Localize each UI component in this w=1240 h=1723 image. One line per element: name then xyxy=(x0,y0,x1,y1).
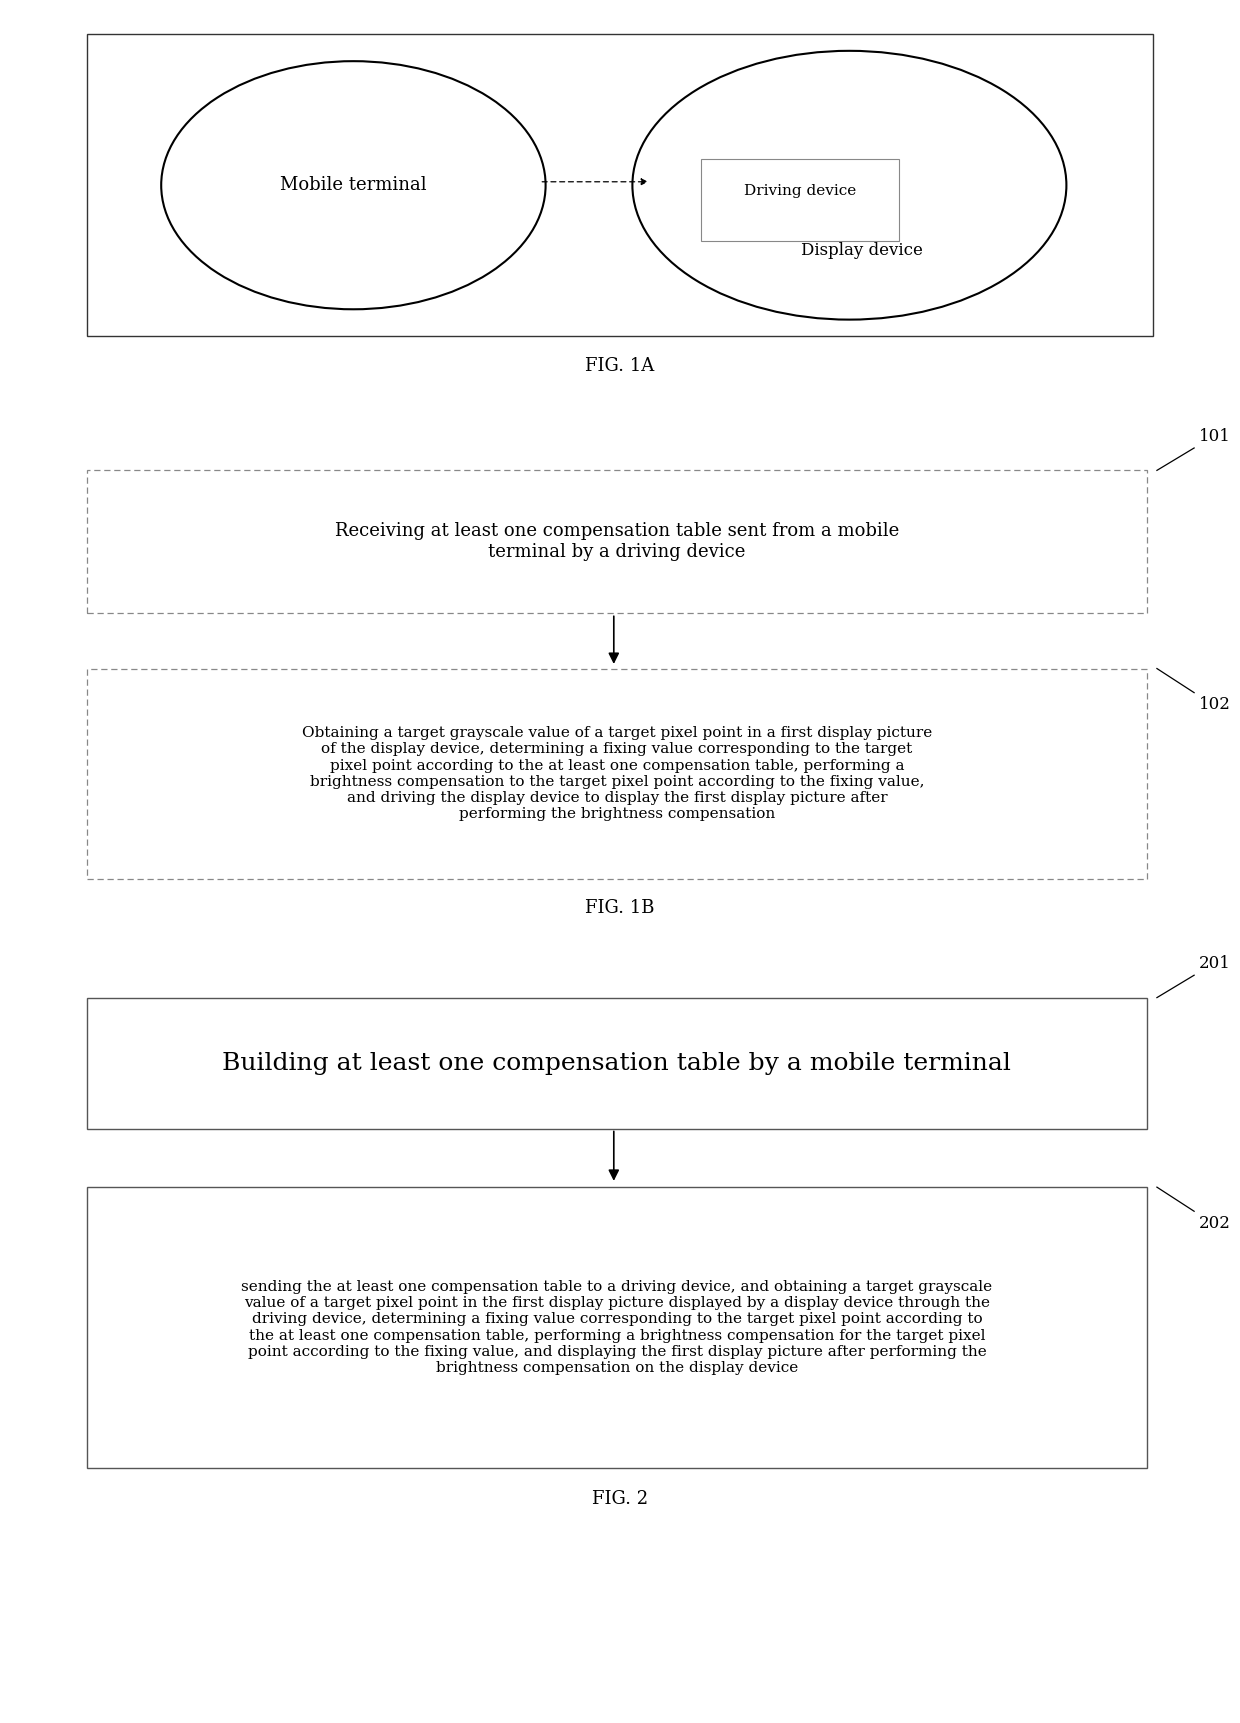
Text: Obtaining a target grayscale value of a target pixel point in a first display pi: Obtaining a target grayscale value of a … xyxy=(301,725,932,822)
Text: 101: 101 xyxy=(1199,427,1231,445)
Text: Driving device: Driving device xyxy=(744,184,856,198)
Ellipse shape xyxy=(161,60,546,310)
FancyBboxPatch shape xyxy=(87,669,1147,879)
Text: sending the at least one compensation table to a driving device, and obtaining a: sending the at least one compensation ta… xyxy=(242,1280,992,1375)
FancyBboxPatch shape xyxy=(701,159,899,241)
Text: Display device: Display device xyxy=(801,243,923,258)
Text: 201: 201 xyxy=(1199,955,1231,972)
Text: FIG. 1B: FIG. 1B xyxy=(585,899,655,917)
Text: Mobile terminal: Mobile terminal xyxy=(280,176,427,195)
FancyBboxPatch shape xyxy=(87,1187,1147,1468)
FancyBboxPatch shape xyxy=(87,470,1147,613)
Text: Receiving at least one compensation table sent from a mobile
terminal by a drivi: Receiving at least one compensation tabl… xyxy=(335,522,899,562)
FancyBboxPatch shape xyxy=(87,34,1153,336)
Text: Building at least one compensation table by a mobile terminal: Building at least one compensation table… xyxy=(222,1051,1012,1075)
Ellipse shape xyxy=(632,52,1066,320)
FancyBboxPatch shape xyxy=(87,998,1147,1129)
Text: 102: 102 xyxy=(1199,696,1231,713)
Text: FIG. 1A: FIG. 1A xyxy=(585,357,655,374)
Text: 202: 202 xyxy=(1199,1215,1231,1232)
Text: FIG. 2: FIG. 2 xyxy=(591,1490,649,1508)
